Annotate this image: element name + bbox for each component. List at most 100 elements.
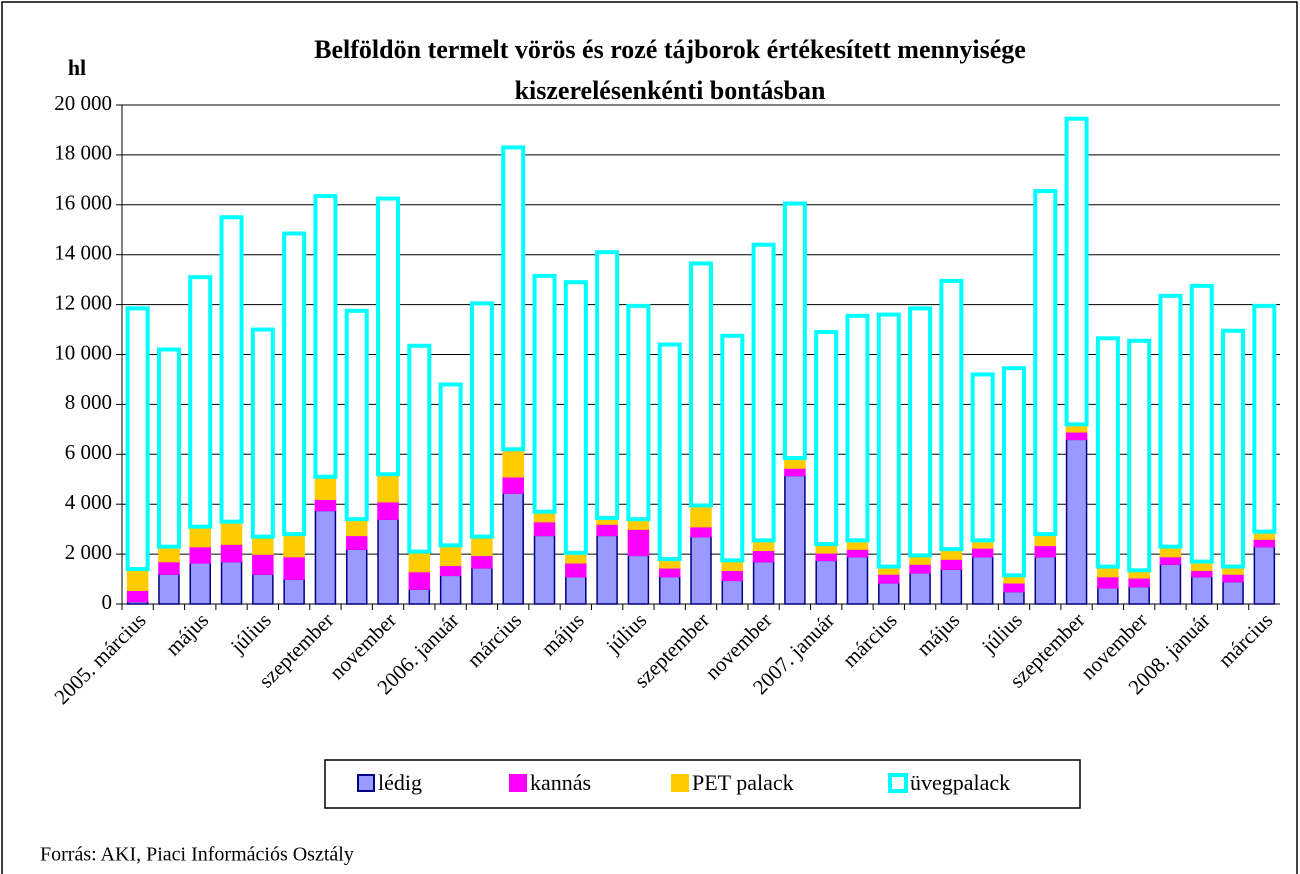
bar-segment (377, 518, 399, 605)
bar-segment (220, 560, 243, 605)
bar-segment (908, 306, 933, 558)
bar-segment (878, 573, 900, 584)
bar-segment (1158, 293, 1183, 549)
bar-segment (782, 201, 807, 461)
x-tick-label: július (976, 608, 1027, 659)
bar-segment (1127, 338, 1152, 573)
bar-segment (1034, 555, 1057, 605)
bar-segment (1064, 116, 1089, 427)
bar-segment (596, 534, 618, 605)
bar-segment (751, 242, 776, 543)
bar-segment (1003, 582, 1025, 593)
source-note: Forrás: AKI, Piaci Információs Osztály (40, 844, 354, 866)
bar-segment (971, 555, 994, 605)
x-tick-label: május (536, 608, 588, 660)
bar-segment (971, 547, 994, 558)
bar-segment (1001, 366, 1026, 578)
bar-segment (283, 533, 305, 558)
bar-segment (784, 467, 806, 477)
bar-segment (189, 562, 211, 605)
bar-segment (438, 382, 463, 548)
y-tick-label: 8 000 (65, 390, 112, 414)
bar-segment (345, 548, 368, 605)
bar-segment (252, 535, 274, 555)
y-tick-label: 4 000 (65, 490, 112, 514)
bar-segment (878, 582, 900, 605)
bar-segment (1159, 555, 1182, 565)
bar-segment (502, 492, 524, 605)
bar-segment (439, 574, 462, 605)
x-tick-label: március (462, 608, 526, 672)
legend (324, 759, 1081, 809)
bar-segment (690, 525, 712, 538)
bar-segment (563, 280, 588, 555)
x-tick-label: március (838, 608, 902, 672)
bar-segment (532, 273, 557, 514)
x-tick-label: 2005. március (49, 608, 150, 709)
bar-segment (720, 333, 745, 563)
bar-segment (1065, 431, 1088, 441)
bar-segment (250, 327, 275, 539)
bar-segment (1252, 303, 1277, 534)
bar-segment (314, 476, 337, 500)
x-tick-label: március (1213, 608, 1277, 672)
bar-segment (220, 520, 243, 545)
bar-segment (657, 342, 682, 562)
bar-segment (471, 567, 493, 605)
y-tick-label: 18 000 (54, 141, 112, 165)
bar-segment (345, 518, 368, 537)
bar-segment (533, 520, 556, 537)
bar-segment (1189, 283, 1214, 564)
bar-segment (345, 534, 368, 550)
bar-segment (188, 275, 213, 529)
bar-segment (189, 545, 211, 564)
legend-label: PET palack (692, 770, 794, 795)
bar-segment (626, 303, 651, 522)
bar-segment (314, 498, 337, 512)
bar-segment (408, 570, 431, 590)
bar-segment (252, 553, 274, 575)
bar-segment (471, 554, 493, 569)
bar-segment (439, 564, 462, 577)
legend-swatch (509, 774, 527, 792)
bar-segment (344, 308, 369, 522)
bar-segment (439, 544, 462, 567)
bar-segment (377, 473, 399, 503)
bar-segment (408, 588, 431, 605)
legend-swatch (671, 774, 689, 792)
bar-segment (815, 559, 837, 605)
bar-segment (533, 534, 556, 605)
bar-segment (690, 504, 712, 528)
x-tick-label: május (912, 608, 964, 660)
bar-segment (752, 549, 775, 563)
bar-segment (689, 261, 713, 508)
bar-segment (565, 562, 587, 578)
bar-segment (940, 558, 963, 570)
bar-segment (1222, 573, 1244, 583)
bar-segment (1159, 563, 1182, 605)
bar-segment (939, 278, 964, 552)
bar-segment (1191, 575, 1213, 605)
bar-segment (658, 575, 681, 605)
bar-segment (940, 568, 963, 605)
bar-segment (407, 343, 432, 554)
bar-segment (377, 500, 399, 520)
bar-segment (752, 560, 775, 605)
bar-segment (408, 550, 431, 573)
bar-segment (471, 535, 493, 557)
bar-segment (1221, 328, 1246, 569)
bar-segment (126, 589, 149, 603)
x-tick-label: május (161, 608, 213, 660)
bar-segment (721, 579, 744, 605)
x-tick-label: július (225, 608, 276, 659)
bar-segment (846, 555, 869, 605)
legend-swatch (888, 773, 908, 793)
bar-segment (1253, 545, 1276, 605)
bar-segment (909, 563, 931, 574)
bar-segment (156, 347, 181, 549)
bar-segment (1191, 569, 1213, 578)
bar-segment (283, 555, 305, 580)
bar-segment (125, 306, 150, 572)
y-tick-label: 14 000 (54, 241, 112, 265)
